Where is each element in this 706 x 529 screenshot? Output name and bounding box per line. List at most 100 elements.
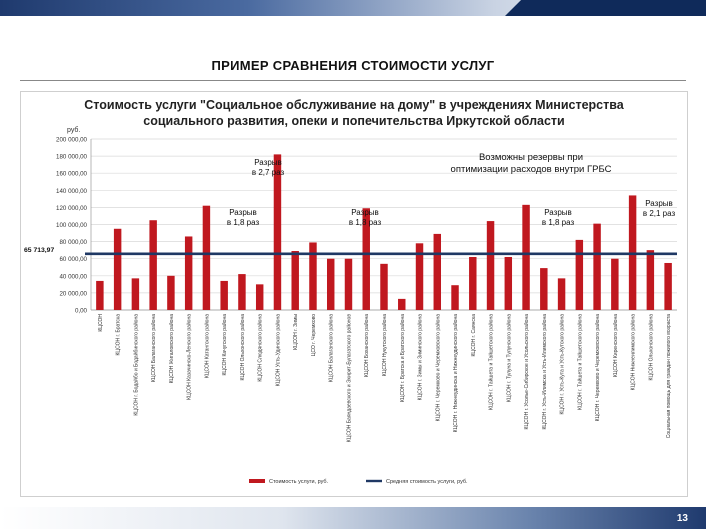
bar [291,251,299,310]
x-tick-label: КЦСОН Баяндаевского и Эхирит-Булагатског… [345,314,352,443]
bar [398,298,406,310]
bar [415,243,424,310]
x-tick-label: КЦСОН Балаганского района [150,314,157,382]
x-tick-label: КЦСОН Нукутского района [381,314,388,376]
x-tick-label: КЦСОН г. Саянска [471,314,477,357]
bar [220,280,228,310]
x-tick-label: КЦСОН г. Зимы [293,314,299,350]
bottom-decor-band [0,507,706,529]
annotation-label: Разрыв в 1,8 раз [227,208,260,227]
x-tick-label: КЦСОН г. Тайшета и Тайшетского района [488,314,495,410]
annotation-label: Возможны резервы при оптимизации расходов… [451,152,612,175]
x-tick-label: КЦСОН г. Усть-Илимска и Усть-Илимского р… [541,314,548,430]
y-axis-unit: руб. [67,126,80,134]
bar [664,262,672,310]
x-tick-label: КЦСОН Качугского района [221,314,228,376]
bar [611,258,619,310]
x-tick-label: КЦСОН г. Бодайбо и Бодайбинского района [132,314,139,416]
x-tick-label: КЦСОН г. Нижнеудинска и Нижнеудинского р… [452,314,459,433]
page-number: 13 [676,513,688,524]
bar [469,256,477,310]
bar [433,233,442,310]
bar [184,236,193,310]
legend-swatch-bars [249,479,265,483]
bar [522,204,530,310]
bar [273,154,282,310]
bar [540,268,548,310]
bar [113,228,122,310]
x-tick-label: Социальная помощь для граждан пожилого в… [666,314,672,438]
title-divider [20,80,686,81]
bar [504,256,513,310]
x-tick-label: КЦСОН Казачинско-Ленского района [186,314,193,400]
y-tick-label: 140 000,00 [56,188,88,195]
x-tick-label: КЦСОН Слюдянского района [257,314,264,382]
x-tick-label: КЦСОН г. Черемхово и Черемховского район… [594,314,601,422]
x-tick-label: КЦСОН Усть-Удинского района [274,314,281,386]
x-tick-label: ЦСО г. Черемхово [311,314,317,356]
bar [362,208,370,310]
legend-label-average: Средняя стоимость услуги, руб. [386,479,468,485]
bar [380,263,388,310]
bar-chart: Стоимость услуги "Социальное обслуживани… [24,98,677,485]
y-tick-label: 0,00 [75,308,88,315]
y-tick-label: 120 000,00 [56,205,88,212]
x-tick-label: КЦСОН г. Братска [116,314,122,356]
x-tick-label: КЦСОН Балаганского района [328,314,335,382]
x-tick-label: КЦСОН г. Усолье-Сибирское и Усольского р… [523,314,530,430]
bar [593,223,601,310]
bar [96,280,104,310]
bar [575,239,584,310]
y-tick-label: 60 000,00 [59,256,87,263]
bar [238,274,246,310]
y-tick-label: 40 000,00 [59,273,87,280]
x-labels-layer: КЦСОН КЦСОН г. Братска КЦСОН г. Бодайбо и … [98,314,672,443]
x-tick-label: КЦСОН г. Усть-Кута и Усть-Кутского район… [559,314,566,415]
annotation-label: Разрыв в 2,7 раз [252,158,285,177]
annotation-label: Разрыв в 1,8 раз [542,208,575,227]
legend-label-bars: Стоимость услуги, руб. [269,479,329,485]
x-tick-label: КЦСОН г. Тулуна и Тулунского района [505,314,512,402]
x-tick-label: КЦСОН Нижнеилимского района [630,314,637,391]
x-tick-label: КЦСОН г. Черемхово и Черемховского район… [434,314,441,422]
top-decor-band-dark [505,0,706,16]
bar [149,220,157,310]
bar [326,258,335,310]
x-tick-label: КЦСОН Жигаловского района [168,314,175,384]
average-line-layer: 65 713,97 [24,247,677,256]
x-tick-label: КЦСОН г. Тайшета и Тайшетского района [576,314,583,410]
legend: Стоимость услуги, руб. Средняя стоимость … [249,479,468,485]
x-tick-label: КЦСОН Ольхонского района [647,314,654,381]
chart-frame: Стоимость услуги "Социальное обслуживани… [20,91,688,497]
x-tick-label: КЦСОН Боханского района [363,314,370,377]
chart-title-line-2: социального развития, опеки и попечитель… [143,114,564,128]
y-tick-label: 180 000,00 [56,154,88,161]
average-value-label: 65 713,97 [24,247,54,254]
bar [167,275,175,310]
bar [309,242,317,310]
x-tick-label: КЦСОН г. Зимы и Зиминского района [417,314,424,401]
bar [255,284,264,310]
annotations-layer: Разрыв в 2,7 раз Возможны резервы при оптим… [227,152,676,227]
bar [557,278,566,310]
bar [344,258,353,310]
y-tick-label: 100 000,00 [56,222,88,229]
bar [486,221,495,310]
annotation-label: Разрыв в 1,8 раз [349,208,382,227]
x-tick-label: КЦСОН г. Братска и Братского района [399,314,406,402]
y-tick-label: 160 000,00 [56,171,88,178]
bar [202,205,211,310]
bar [646,250,655,310]
x-tick-label: КЦСОН Киренского района [612,314,619,377]
x-tick-label: КЦСОН Катангского района [203,314,210,378]
x-tick-label: КЦСОН Ольхонского района [239,314,246,381]
y-tick-label: 20 000,00 [59,290,87,297]
chart-title-line-1: Стоимость услуги "Социальное обслуживани… [84,98,625,112]
bars-layer [96,154,672,310]
bar [451,285,459,310]
x-tick-label: КЦСОН [98,314,104,332]
bar [131,278,140,310]
y-tick-label: 200 000,00 [56,137,88,144]
slide-title: ПРИМЕР СРАВНЕНИЯ СТОИМОСТИ УСЛУГ [211,58,495,73]
annotation-label: Разрыв в 2,1 раз [643,199,676,218]
